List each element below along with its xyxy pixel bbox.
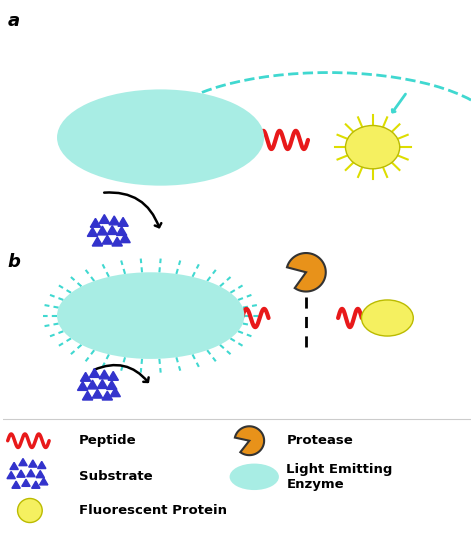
Polygon shape: [7, 471, 15, 479]
Polygon shape: [19, 458, 27, 466]
Polygon shape: [110, 388, 120, 397]
Ellipse shape: [57, 272, 245, 359]
Polygon shape: [27, 470, 35, 477]
Polygon shape: [287, 253, 326, 292]
Polygon shape: [107, 226, 118, 234]
Text: a: a: [8, 12, 20, 30]
Polygon shape: [92, 389, 103, 398]
Polygon shape: [12, 481, 20, 488]
Polygon shape: [99, 215, 109, 224]
Polygon shape: [91, 219, 100, 228]
Circle shape: [18, 499, 42, 523]
Polygon shape: [32, 481, 40, 488]
Polygon shape: [108, 371, 118, 380]
Polygon shape: [22, 479, 30, 486]
Polygon shape: [107, 381, 117, 390]
Ellipse shape: [362, 300, 413, 336]
Polygon shape: [37, 461, 46, 468]
Polygon shape: [102, 235, 112, 244]
Polygon shape: [87, 228, 98, 236]
Text: Protease: Protease: [286, 434, 353, 447]
Polygon shape: [99, 370, 109, 379]
Polygon shape: [118, 217, 128, 226]
Polygon shape: [77, 382, 88, 390]
Ellipse shape: [229, 463, 279, 490]
Polygon shape: [112, 237, 122, 246]
Text: b: b: [8, 253, 20, 271]
Text: Substrate: Substrate: [79, 470, 153, 484]
Text: Fluorescent Protein: Fluorescent Protein: [79, 504, 227, 517]
Polygon shape: [120, 234, 130, 243]
Polygon shape: [28, 460, 37, 467]
Polygon shape: [39, 478, 48, 485]
Polygon shape: [89, 368, 100, 377]
Polygon shape: [82, 391, 93, 400]
Polygon shape: [109, 216, 119, 225]
Polygon shape: [81, 372, 91, 381]
Text: Light Emitting
Enzyme: Light Emitting Enzyme: [286, 463, 392, 491]
Text: Peptide: Peptide: [79, 434, 137, 447]
Polygon shape: [97, 226, 108, 235]
Polygon shape: [36, 471, 45, 478]
Polygon shape: [17, 470, 25, 477]
Ellipse shape: [57, 89, 264, 186]
Polygon shape: [235, 427, 264, 455]
Ellipse shape: [346, 126, 400, 169]
Polygon shape: [87, 380, 98, 389]
Polygon shape: [10, 462, 18, 470]
Polygon shape: [92, 237, 103, 246]
Polygon shape: [117, 226, 127, 235]
Polygon shape: [102, 391, 112, 400]
Polygon shape: [97, 380, 108, 389]
